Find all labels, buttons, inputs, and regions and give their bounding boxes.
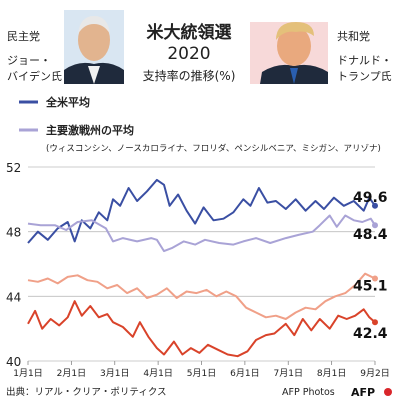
photo-credit: AFP Photos — [282, 387, 335, 398]
series-end-marker — [372, 319, 378, 326]
chart-subtitle: 支持率の推移(%) — [143, 68, 236, 83]
trump-tie — [290, 68, 298, 84]
series-line-trump-battleground — [27, 272, 376, 320]
biden-hair — [78, 16, 110, 34]
biden-shirt — [88, 66, 100, 84]
series-lines — [27, 178, 378, 358]
afp-logo-dot — [384, 388, 392, 396]
series-end-value-label: 42.4 — [353, 326, 388, 342]
series-line-biden-battleground — [27, 214, 376, 253]
x-tick-label: 4月1日 — [143, 368, 172, 379]
y-tick-label: 52 — [6, 161, 21, 175]
trump-hair — [276, 22, 314, 40]
x-tick-label: 2月1日 — [57, 368, 86, 379]
series-end-value-label: 49.6 — [353, 190, 388, 206]
x-tick-label: 1月1日 — [13, 368, 42, 379]
series-end-marker — [372, 202, 378, 209]
chart-legend: 全米平均 主要激戦州の平均 (ウィスコンシン、ノースカロライナ、フロリダ、ペンシ… — [19, 95, 381, 154]
x-axis-ticks: 1月1日 2月1日 3月1日 4月1日 5月1日 6月1日 7月1日 8月1日 9月2日 — [13, 361, 390, 379]
legend-label-battleground: 主要激戦州の平均 — [46, 123, 134, 137]
left-candidate-name-line2: バイデン氏 — [7, 69, 62, 83]
series-line-biden-national — [27, 178, 376, 244]
series-end-marker — [372, 275, 378, 282]
series-end-value-label: 48.4 — [353, 227, 388, 243]
right-candidate-name-line2: トランプ氏 — [337, 70, 392, 83]
x-tick-label: 9月2日 — [360, 368, 389, 379]
left-party-label: 民主党 — [7, 30, 40, 43]
y-tick-label: 40 — [6, 355, 21, 369]
x-tick-label: 5月1日 — [187, 368, 216, 379]
x-tick-label: 3月1日 — [100, 368, 129, 379]
y-tick-label: 48 — [6, 226, 21, 240]
right-party-label: 共和党 — [337, 30, 370, 43]
grid-lines — [28, 166, 375, 362]
x-tick-label: 7月1日 — [274, 368, 303, 379]
end-value-labels: 49.6 48.4 45.1 42.4 — [353, 190, 388, 342]
trump-photo — [250, 22, 328, 84]
source-note: 出典：リアル・クリア・ポリティクス — [6, 386, 167, 398]
biden-photo — [64, 10, 124, 84]
legend-label-national: 全米平均 — [45, 95, 90, 109]
series-end-marker — [372, 222, 378, 229]
trump-face — [277, 26, 311, 66]
afp-logo: AFP — [351, 386, 375, 399]
chart-title-line2: 2020 — [167, 44, 210, 64]
chart-title-line1: 米大統領選 — [147, 22, 232, 43]
right-candidate-name-line1: ドナルド・ — [337, 54, 392, 67]
series-end-value-label: 45.1 — [353, 279, 388, 295]
series-line-trump-national — [27, 300, 376, 358]
y-tick-label: 44 — [6, 290, 21, 304]
legend-battleground-states: (ウィスコンシン、ノースカロライナ、フロリダ、ペンシルベニア、ミシガン、アリゾナ… — [46, 143, 381, 154]
y-axis-ticks: 40 44 48 52 — [6, 161, 21, 369]
x-tick-label: 8月1日 — [317, 368, 346, 379]
biden-face — [78, 19, 110, 61]
x-tick-label: 6月1日 — [230, 368, 259, 379]
left-candidate-name-line1: ジョー・ — [7, 54, 51, 67]
